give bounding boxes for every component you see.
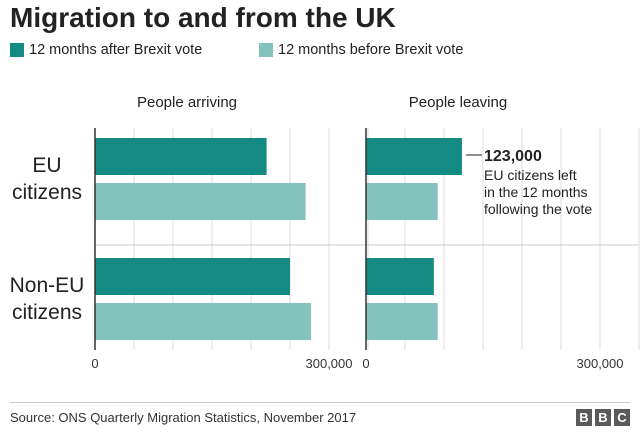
bbc-logo-letter: C bbox=[614, 409, 630, 426]
group-label: EU bbox=[32, 154, 61, 177]
annotation-text: in the 12 months bbox=[484, 184, 588, 200]
bar-leaving-before bbox=[366, 303, 438, 340]
bbc-logo-letter: B bbox=[576, 409, 592, 426]
tick-label: 300,000 bbox=[577, 356, 624, 371]
bar-arriving-after bbox=[95, 138, 267, 175]
bar-leaving-after bbox=[366, 258, 434, 295]
legend-swatch-before bbox=[259, 43, 273, 57]
group-label: citizens bbox=[12, 181, 82, 204]
bar-leaving-after bbox=[366, 138, 462, 175]
chart-title: Migration to and from the UK bbox=[10, 2, 396, 33]
group-label: Non-EU bbox=[10, 274, 85, 297]
bar-arriving-before bbox=[95, 303, 312, 340]
bar-arriving-after bbox=[95, 258, 290, 295]
annotation-text: following the vote bbox=[484, 201, 592, 217]
annotation-value: 123,000 bbox=[484, 148, 542, 165]
bbc-logo: B B C bbox=[576, 409, 630, 426]
tick-label: 0 bbox=[91, 356, 98, 371]
bar-arriving-before bbox=[95, 183, 306, 220]
legend-item-before: 12 months before Brexit vote bbox=[259, 41, 463, 59]
legend-label-before: 12 months before Brexit vote bbox=[278, 42, 464, 58]
group-label: citizens bbox=[12, 301, 82, 324]
annotation-text: EU citizens left bbox=[484, 167, 577, 183]
bar-leaving-before bbox=[366, 183, 438, 220]
legend-swatch-after bbox=[10, 43, 24, 57]
tick-label: 300,000 bbox=[306, 356, 353, 371]
panel-title: People arriving bbox=[137, 94, 237, 111]
panel-title: People leaving bbox=[409, 94, 507, 111]
legend-label-after: 12 months after Brexit vote bbox=[29, 42, 203, 58]
legend-item-after: 12 months after Brexit vote bbox=[10, 41, 202, 59]
tick-label: 0 bbox=[362, 356, 369, 371]
source-note: Source: ONS Quarterly Migration Statisti… bbox=[10, 410, 357, 425]
footer-divider bbox=[10, 402, 630, 403]
chart-svg: People arriving 0 300,000 People leaving 0 30… bbox=[10, 94, 640, 371]
bbc-logo-letter: B bbox=[595, 409, 611, 426]
